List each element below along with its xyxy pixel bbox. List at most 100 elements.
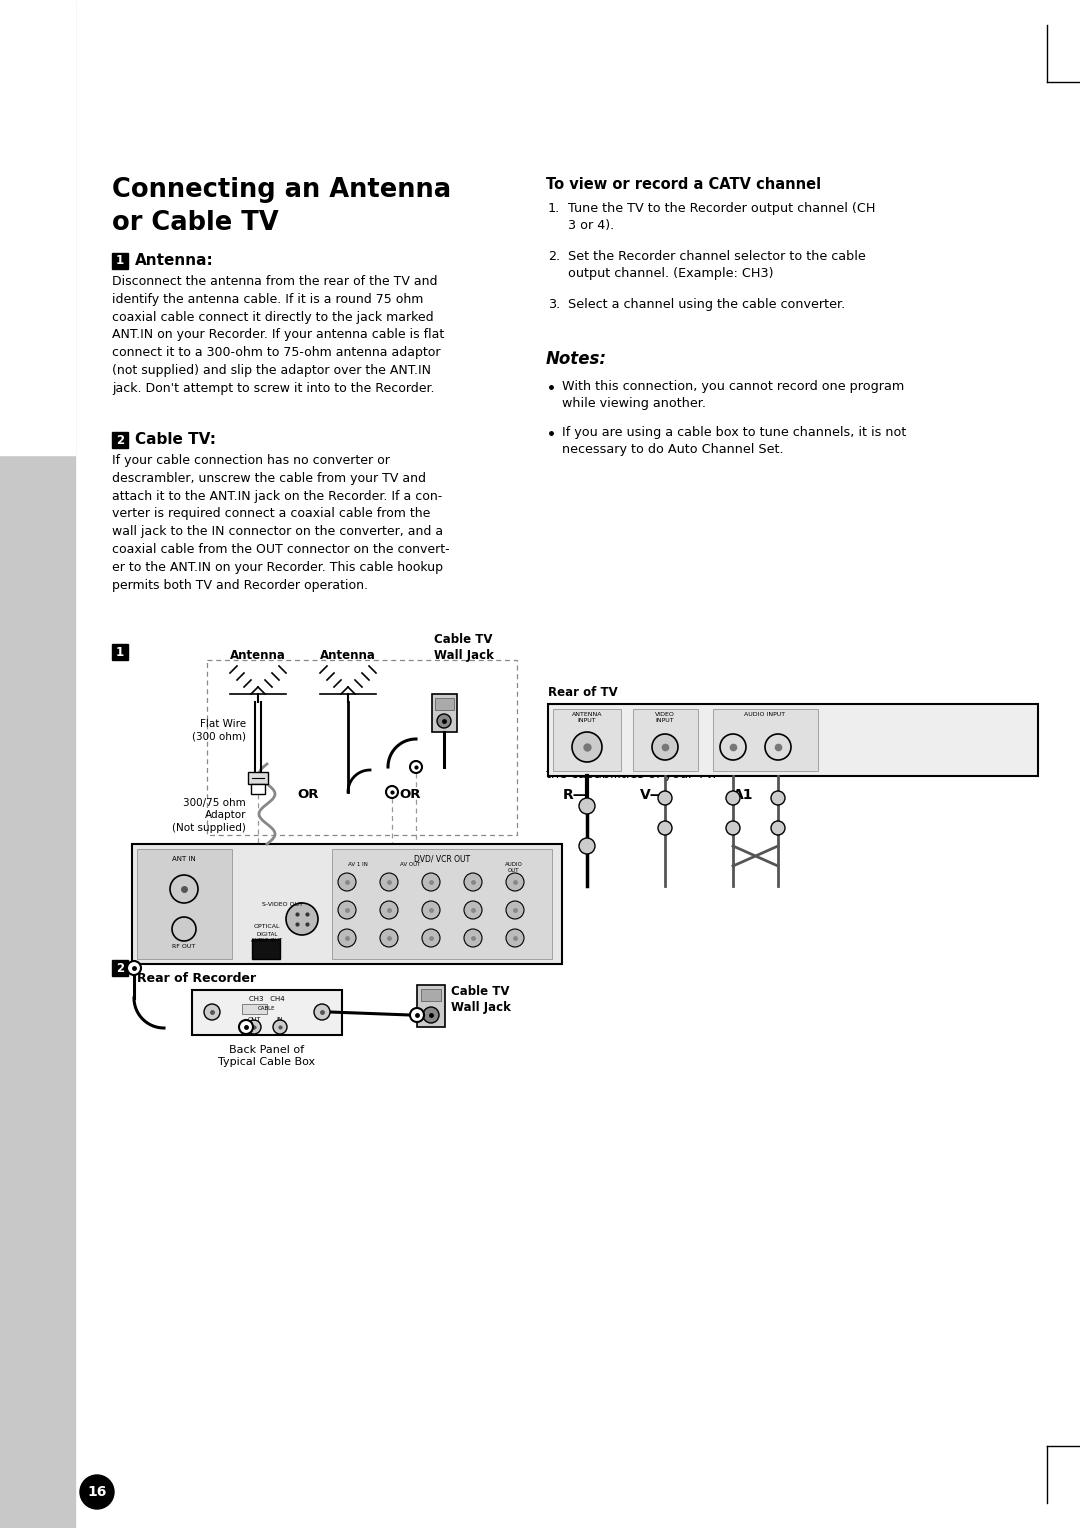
Text: 16: 16 [87, 1485, 107, 1499]
Text: AUDIO
OUT: AUDIO OUT [505, 862, 523, 872]
Circle shape [273, 1021, 287, 1034]
Text: CH3   CH4: CH3 CH4 [249, 996, 285, 1002]
Text: Set the Recorder channel selector to the cable
output channel. (Example: CH3): Set the Recorder channel selector to the… [568, 251, 866, 281]
Circle shape [464, 902, 482, 918]
Bar [137, 850, 232, 960]
Circle shape [726, 821, 740, 834]
Circle shape [386, 785, 399, 798]
Text: DIGITAL
AUDIO OUT: DIGITAL AUDIO OUT [252, 932, 283, 943]
Text: ANT IN: ANT IN [172, 856, 195, 862]
Circle shape [239, 1021, 253, 1034]
Circle shape [314, 1004, 330, 1021]
Bar [633, 709, 698, 772]
Text: Rear of Recorder: Rear of Recorder [137, 972, 256, 986]
Circle shape [658, 821, 672, 834]
Text: ANTENNA
INPUT: ANTENNA INPUT [571, 712, 603, 723]
Circle shape [170, 876, 198, 903]
Circle shape [572, 732, 602, 762]
Text: To view or record a CATV channel: To view or record a CATV channel [546, 177, 821, 193]
Text: If you are using a cable box to tune channels, it is not
necessary to do Auto Ch: If you are using a cable box to tune cha… [562, 426, 906, 457]
Text: Connections to your TV: Connections to your TV [546, 715, 856, 740]
Text: 2: 2 [116, 961, 124, 975]
Text: 2: 2 [116, 434, 124, 446]
Text: RF OUT: RF OUT [173, 944, 195, 949]
Bar [0, 0, 75, 1528]
Text: OPTICAL: OPTICAL [254, 924, 280, 929]
Circle shape [286, 903, 318, 935]
Bar [248, 772, 268, 784]
Circle shape [579, 798, 595, 814]
Bar [252, 940, 280, 960]
Circle shape [247, 1021, 261, 1034]
Text: 3.: 3. [548, 298, 561, 312]
Circle shape [658, 792, 672, 805]
Bar [112, 432, 129, 448]
Bar [417, 986, 445, 1027]
Text: OUT: OUT [247, 1018, 260, 1022]
Text: Make one of the following connections, depending on
the capabilities of your TV.: Make one of the following connections, d… [546, 750, 888, 781]
Circle shape [507, 872, 524, 891]
Text: A1: A1 [733, 788, 754, 802]
Text: 2.: 2. [548, 251, 561, 263]
Bar [421, 989, 441, 1001]
Circle shape [127, 961, 141, 975]
Circle shape [380, 929, 399, 947]
Bar [132, 843, 562, 964]
Circle shape [80, 1475, 114, 1510]
Circle shape [423, 1007, 438, 1024]
Bar [192, 990, 342, 1034]
Text: Cable TV
Wall Jack: Cable TV Wall Jack [434, 633, 494, 662]
Text: Cable TV:: Cable TV: [135, 432, 216, 448]
Bar [553, 709, 621, 772]
Text: OR: OR [297, 787, 319, 801]
Circle shape [338, 902, 356, 918]
Bar [112, 960, 129, 976]
Bar [435, 698, 454, 711]
Circle shape [437, 714, 451, 727]
Circle shape [172, 917, 195, 941]
Text: Tune the TV to the Recorder output channel (CH
3 or 4).: Tune the TV to the Recorder output chann… [568, 202, 876, 232]
Text: Back Panel of
Typical Cable Box: Back Panel of Typical Cable Box [218, 1045, 315, 1068]
Text: CABLE: CABLE [258, 1005, 275, 1012]
Circle shape [765, 733, 791, 759]
Circle shape [464, 872, 482, 891]
Bar [251, 784, 265, 795]
Text: AUDIO INPUT: AUDIO INPUT [744, 712, 785, 717]
Text: Antenna: Antenna [230, 649, 286, 662]
Text: 1.: 1. [548, 202, 561, 215]
Text: With this connection, you cannot record one program
while viewing another.: With this connection, you cannot record … [562, 380, 904, 411]
Circle shape [338, 872, 356, 891]
Circle shape [507, 902, 524, 918]
Circle shape [380, 902, 399, 918]
Text: DVD/ VCR OUT: DVD/ VCR OUT [414, 854, 470, 863]
Text: 1: 1 [116, 645, 124, 659]
Circle shape [652, 733, 678, 759]
Circle shape [507, 929, 524, 947]
Circle shape [422, 929, 440, 947]
Text: AV 1 IN: AV 1 IN [348, 862, 368, 866]
Circle shape [204, 1004, 220, 1021]
Circle shape [720, 733, 746, 759]
Bar [548, 704, 1038, 776]
Circle shape [579, 837, 595, 854]
Text: If your cable connection has no converter or
descrambler, unscrew the cable from: If your cable connection has no converte… [112, 454, 449, 591]
Bar [432, 694, 457, 732]
Text: OR: OR [400, 787, 421, 801]
Circle shape [410, 761, 422, 773]
Circle shape [464, 929, 482, 947]
Text: 1: 1 [116, 255, 124, 267]
Text: or Cable TV: or Cable TV [112, 209, 279, 235]
Text: Notes:: Notes: [546, 350, 607, 368]
Bar [207, 660, 517, 834]
Circle shape [422, 902, 440, 918]
Text: Flat Wire
(300 ohm): Flat Wire (300 ohm) [192, 718, 246, 741]
Circle shape [410, 1008, 424, 1022]
Text: Rear of TV: Rear of TV [548, 686, 618, 698]
Circle shape [422, 872, 440, 891]
Bar [112, 643, 129, 660]
Text: V—: V— [640, 788, 665, 802]
Text: Select a channel using the cable converter.: Select a channel using the cable convert… [568, 298, 846, 312]
Bar [112, 254, 129, 269]
Bar [242, 1004, 267, 1015]
Text: AV OUT: AV OUT [400, 862, 420, 866]
